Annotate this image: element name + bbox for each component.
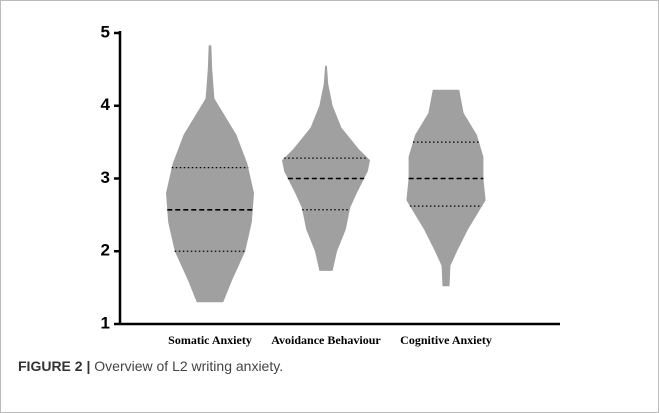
- x-tick-label: Avoidance Behaviour: [271, 333, 381, 347]
- x-tick-label: Somatic Anxiety: [168, 333, 252, 347]
- violin: [282, 65, 370, 271]
- caption-text: Overview of L2 writing anxiety.: [94, 358, 284, 374]
- violin: [406, 89, 486, 287]
- y-tick-label: 2: [101, 241, 110, 260]
- caption-label: FIGURE 2 |: [18, 358, 91, 374]
- y-tick-label: 1: [101, 313, 110, 332]
- y-tick-label: 3: [101, 168, 110, 187]
- chart: 1 2 3 4 5 Somatic Anxiety Avoidance Behaviour C…: [101, 22, 560, 347]
- x-tick-label: Cognitive Anxiety: [400, 333, 492, 347]
- violin: [166, 45, 254, 303]
- y-tick-label: 4: [101, 95, 111, 114]
- caption: FIGURE 2 | Overview of L2 writing anxiet…: [18, 358, 283, 374]
- y-tick-label: 5: [101, 22, 110, 41]
